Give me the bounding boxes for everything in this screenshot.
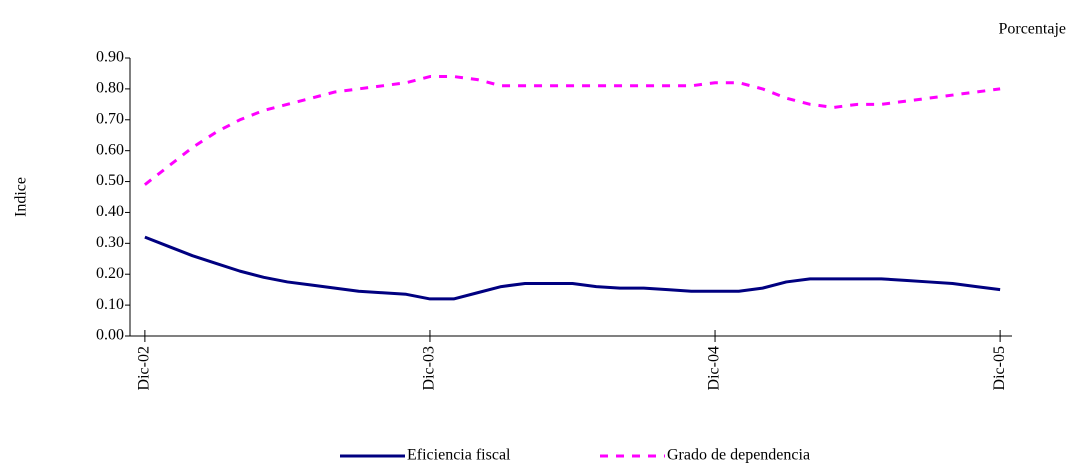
- x-tick-label: Dic-02: [136, 346, 153, 390]
- x-tick-label: Dic-04: [706, 346, 723, 390]
- y-tick-label: 0.30: [96, 234, 124, 251]
- legend-label: Grado de dependencia: [667, 447, 810, 464]
- y-tick-label: 0.10: [96, 296, 124, 313]
- series-line: [143, 75, 1001, 186]
- series-line: [144, 235, 1001, 301]
- x-tick-label: Dic-05: [991, 346, 1008, 390]
- y-tick-label: 0.90: [96, 49, 124, 66]
- x-tick-label: Dic-03: [421, 346, 438, 390]
- y-tick-label: 0.40: [96, 203, 124, 220]
- y-tick-label: 0.70: [96, 110, 124, 127]
- y-tick-label: 0.00: [96, 327, 124, 344]
- unit-label: Porcentaje: [998, 21, 1066, 38]
- y-tick-label: 0.20: [96, 265, 124, 282]
- y-tick-label: 0.60: [96, 141, 124, 158]
- y-tick-label: 0.80: [96, 80, 124, 97]
- y-tick-label: 0.50: [96, 172, 124, 189]
- legend-label: Eficiencia fiscal: [407, 447, 511, 464]
- y-axis-label: Indice: [13, 177, 30, 217]
